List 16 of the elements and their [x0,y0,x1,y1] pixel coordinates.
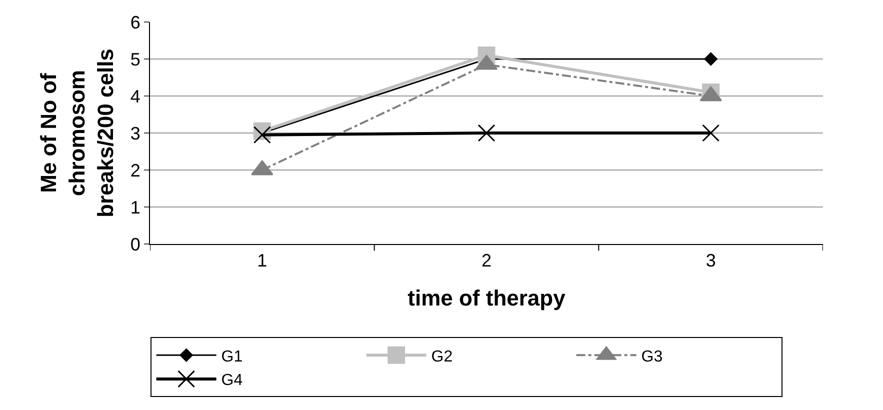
y-tick-label: 5 [130,49,140,70]
y-tick-label: 0 [130,234,140,254]
legend-label: G4 [221,372,243,390]
y-tick-label: 4 [130,86,140,106]
x-tick-label: 2 [481,250,492,271]
x-tick-label: 1 [257,250,268,271]
legend-label: G2 [431,348,453,366]
legend-label: G3 [641,348,663,366]
x-tick-label: 3 [706,250,716,271]
y-tick-label: 6 [130,12,140,32]
y-axis-title: Me of No of chromosom breaks/200 cells [36,48,118,218]
x-axis-title: time of therapy [408,286,566,310]
legend-label: G1 [221,348,243,366]
y-tick-label: 3 [130,123,140,144]
y-tick-label: 2 [130,160,140,180]
y-tick-label: 1 [130,197,140,218]
